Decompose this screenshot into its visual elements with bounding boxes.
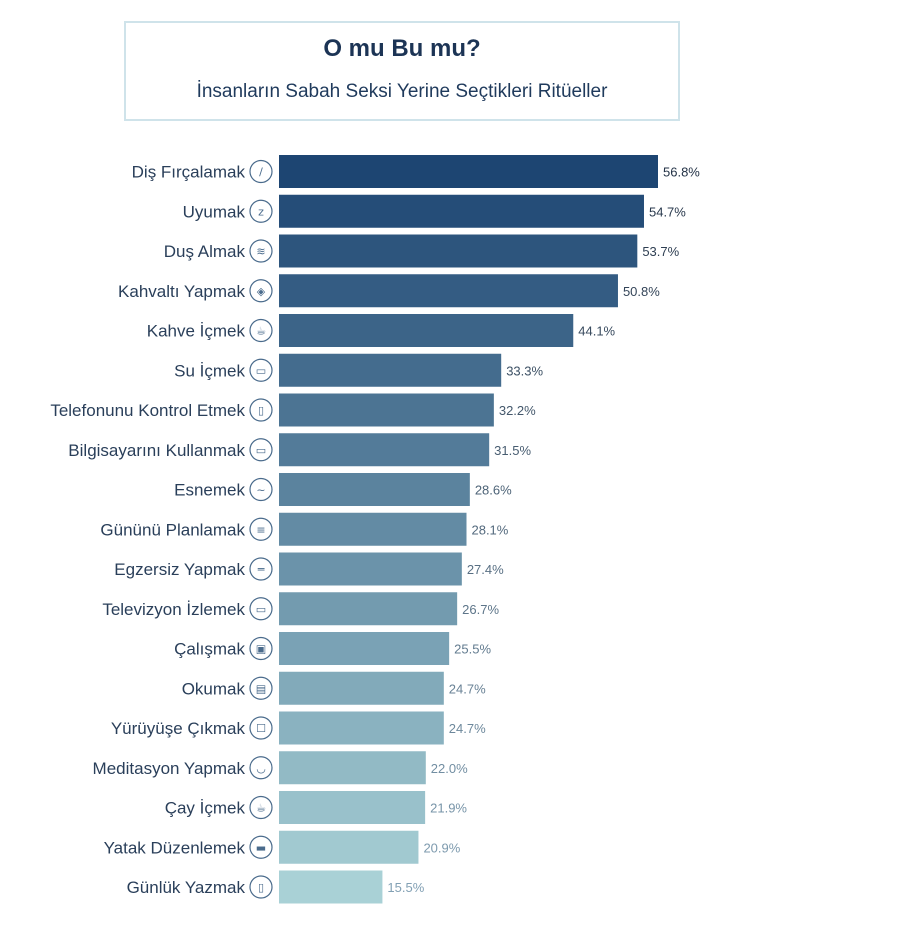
value-label: 15.5%	[387, 880, 424, 895]
water-glass-icon	[249, 358, 273, 382]
value-label: 27.4%	[467, 562, 504, 577]
value-label: 56.8%	[663, 165, 700, 180]
water-glass-icon-glyph: ▭	[256, 364, 266, 377]
planner-icon	[249, 517, 273, 541]
category-label: Gününü Planlamak	[100, 520, 245, 539]
toothbrush-icon-glyph: /	[259, 166, 263, 179]
yawn-icon-glyph: ~	[256, 484, 265, 497]
computer-icon-glyph: ▭	[256, 444, 266, 457]
category-label: Bilgisayarını Kullanmak	[68, 441, 245, 460]
phone-icon	[249, 398, 273, 422]
category-label: Yatak Düzenlemek	[104, 838, 246, 857]
yawn-icon	[249, 477, 273, 502]
planner-icon-glyph: ≡	[256, 523, 265, 536]
category-label: Kahvaltı Yapmak	[118, 282, 245, 301]
bar-2	[279, 194, 644, 228]
sleep-zzz-icon	[249, 199, 273, 223]
toothbrush-icon	[249, 159, 273, 184]
bar-12	[279, 592, 458, 626]
book-icon-glyph: ▤	[256, 682, 266, 695]
value-label: 50.8%	[623, 284, 660, 299]
value-label: 26.7%	[462, 602, 499, 617]
tv-icon-glyph: ▭	[256, 603, 266, 616]
bar-4	[279, 274, 618, 308]
value-label: 21.9%	[430, 801, 467, 816]
bar-7	[279, 393, 494, 427]
value-label: 44.1%	[578, 324, 615, 339]
meditation-icon-glyph: ◡	[256, 762, 266, 775]
tv-icon	[249, 597, 273, 621]
category-label: Duş Almak	[164, 242, 246, 261]
bar-1	[279, 155, 658, 188]
journal-icon	[249, 875, 273, 899]
title-box: O mu Bu mu? İnsanların Sabah Seksi Yerin…	[124, 21, 680, 121]
value-label: 33.3%	[506, 363, 543, 378]
bar-11	[279, 552, 462, 586]
phone-icon-glyph: ▯	[258, 404, 264, 417]
bar-19	[279, 870, 383, 904]
walking-icon	[249, 716, 273, 740]
book-icon	[249, 676, 273, 700]
category-label: Yürüyüşe Çıkmak	[111, 719, 246, 738]
category-label: Çay İçmek	[165, 799, 246, 818]
category-label: Esnemek	[174, 481, 245, 500]
value-label: 20.9%	[423, 840, 460, 855]
value-label: 32.2%	[499, 403, 536, 418]
bar-17	[279, 791, 426, 824]
value-label: 54.7%	[649, 204, 686, 219]
computer-icon	[249, 438, 273, 462]
bed-icon-glyph: ▬	[256, 841, 266, 854]
value-label: 28.6%	[475, 483, 512, 498]
bar-6	[279, 353, 502, 387]
breakfast-icon	[249, 279, 273, 303]
category-label: Televizyon İzlemek	[102, 600, 245, 619]
category-label: Okumak	[182, 679, 246, 698]
journal-icon-glyph: ▯	[258, 881, 264, 894]
bar-18	[279, 830, 419, 864]
sleep-zzz-icon-glyph: z	[258, 205, 264, 218]
tea-icon	[249, 795, 273, 820]
category-label: Su İçmek	[174, 361, 245, 380]
value-label: 25.5%	[454, 642, 491, 657]
category-label: Uyumak	[183, 202, 246, 221]
value-label: 53.7%	[642, 244, 679, 259]
value-label: 31.5%	[494, 443, 531, 458]
walking-icon-glyph: ☐	[256, 722, 266, 735]
meditation-icon	[249, 756, 273, 780]
bar-9	[279, 473, 470, 506]
tea-icon-glyph: ☕	[256, 802, 266, 815]
category-label: Günlük Yazmak	[127, 878, 246, 897]
bar-8	[279, 433, 490, 467]
value-label: 28.1%	[471, 522, 508, 537]
chart-subtitle: İnsanların Sabah Seksi Yerine Seçtikleri…	[196, 81, 608, 102]
bar-13	[279, 632, 450, 665]
bar-10	[279, 512, 467, 546]
bar-5	[279, 314, 574, 347]
dumbbell-icon	[249, 557, 273, 581]
chart-title: O mu Bu mu?	[323, 35, 481, 62]
shower-icon-glyph: ≋	[256, 245, 265, 258]
bar-15	[279, 711, 444, 745]
value-label: 22.0%	[431, 761, 468, 776]
category-label: Egzersiz Yapmak	[114, 560, 245, 579]
coffee-icon-glyph: ☕	[256, 325, 266, 338]
briefcase-icon	[249, 636, 273, 661]
dumbbell-icon-glyph: ═	[257, 563, 265, 576]
coffee-icon	[249, 318, 273, 343]
value-label: 24.7%	[449, 681, 486, 696]
breakfast-icon-glyph: ◈	[257, 285, 266, 298]
bar-3	[279, 234, 638, 268]
bar-16	[279, 751, 426, 785]
category-label: Telefonunu Kontrol Etmek	[50, 401, 245, 420]
briefcase-icon-glyph: ▣	[256, 643, 266, 656]
category-label: Kahve İçmek	[147, 322, 246, 341]
category-label: Meditasyon Yapmak	[93, 759, 246, 778]
bed-icon	[249, 835, 273, 859]
category-label: Çalışmak	[174, 640, 245, 659]
bar-14	[279, 671, 444, 705]
shower-icon	[249, 239, 273, 263]
category-label: Diş Fırçalamak	[132, 163, 246, 182]
value-label: 24.7%	[449, 721, 486, 736]
